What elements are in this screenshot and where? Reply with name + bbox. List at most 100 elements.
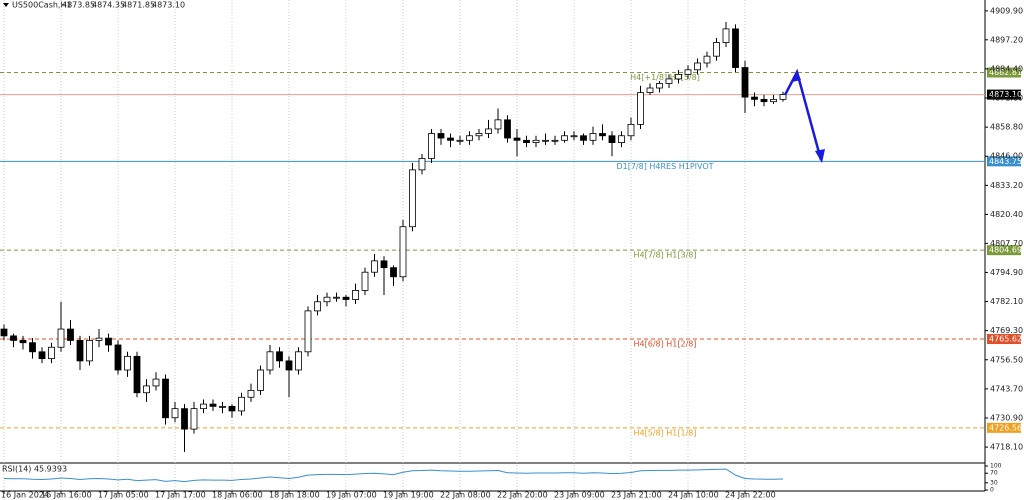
candle-body bbox=[95, 337, 103, 341]
x-tick-label: 18 Jan 06:00 bbox=[212, 491, 263, 500]
candle-body bbox=[485, 128, 492, 134]
candle-body bbox=[143, 385, 150, 394]
candle-body bbox=[399, 226, 407, 278]
candle-body bbox=[475, 133, 483, 137]
candle-body bbox=[523, 139, 530, 143]
candle-body bbox=[342, 296, 350, 300]
candle-body bbox=[304, 310, 312, 353]
x-tick-label: 24 Jan 10:00 bbox=[668, 491, 719, 500]
y-tick-label: 4820.40 bbox=[990, 210, 1023, 219]
arrow-head bbox=[815, 149, 825, 163]
candle-body bbox=[513, 137, 521, 141]
candle-body bbox=[257, 369, 264, 391]
candle-body bbox=[779, 94, 787, 100]
candle-body bbox=[67, 328, 74, 341]
candle-body bbox=[656, 83, 663, 89]
symbol-title: US500Cash,H1 bbox=[12, 1, 72, 10]
y-tick-label: 4858.80 bbox=[990, 123, 1023, 132]
candle-body bbox=[200, 403, 207, 410]
candles bbox=[0, 22, 787, 452]
header-value: 4871.85 bbox=[122, 1, 155, 10]
y-tick-label: 4897.20 bbox=[990, 35, 1023, 44]
arrow-head bbox=[792, 70, 801, 82]
rsi-tick-label: 70 bbox=[990, 470, 998, 477]
candle-body bbox=[38, 351, 46, 360]
candle-body bbox=[504, 119, 511, 139]
candle-body bbox=[532, 139, 540, 143]
candle-body bbox=[741, 67, 749, 98]
candle-body bbox=[171, 408, 179, 419]
x-tick-label: 19 Jan 19:00 bbox=[383, 491, 434, 500]
candle-body bbox=[371, 260, 378, 273]
candle-body bbox=[133, 355, 141, 394]
candle-body bbox=[580, 135, 587, 141]
level-price-box bbox=[987, 156, 1021, 167]
candle-body bbox=[732, 28, 739, 68]
x-tick-label: 23 Jan 09:00 bbox=[554, 491, 605, 500]
candle-body bbox=[618, 135, 625, 143]
candle-body bbox=[390, 267, 397, 278]
candle-body bbox=[703, 55, 711, 64]
candle-body bbox=[228, 405, 236, 412]
rsi-tick-label: 100 bbox=[990, 463, 1002, 470]
candle-body bbox=[86, 340, 93, 362]
grid bbox=[3, 0, 746, 491]
candle-body bbox=[0, 328, 8, 337]
candle-body bbox=[114, 344, 122, 371]
candle-body bbox=[428, 133, 435, 159]
y-tick-label: 4884.40 bbox=[990, 64, 1023, 73]
y-tick-label: 4909.90 bbox=[990, 6, 1023, 15]
candle-body bbox=[285, 360, 293, 371]
level-text: H4[7/8] H1[3/8] bbox=[634, 251, 697, 260]
candle-body bbox=[456, 139, 464, 142]
candle-body bbox=[314, 301, 321, 312]
candle-body bbox=[190, 408, 198, 430]
candle-body bbox=[361, 271, 369, 291]
candle-body bbox=[494, 119, 502, 130]
candle-body bbox=[665, 78, 673, 84]
candle-body bbox=[608, 135, 616, 143]
candle-body bbox=[646, 87, 654, 93]
x-tick-label: 18 Jan 18:00 bbox=[269, 491, 320, 500]
candle-body bbox=[589, 133, 597, 141]
y-tick-label: 4871.60 bbox=[990, 94, 1023, 103]
x-tick-label: 17 Jan 05:00 bbox=[98, 491, 149, 500]
x-tick-label: 19 Jan 07:00 bbox=[326, 491, 377, 500]
level-price-box bbox=[987, 422, 1021, 433]
level-price-label: 4804.69 bbox=[989, 246, 1022, 255]
level-text: D1[7/8] H4RES H1PIVOT bbox=[616, 162, 713, 171]
level-price-label: 4726.56 bbox=[989, 423, 1022, 432]
y-tick-label: 4833.20 bbox=[990, 181, 1023, 190]
candle-body bbox=[561, 135, 568, 141]
level-price-box bbox=[987, 67, 1021, 78]
candle-body bbox=[57, 328, 65, 348]
candle-body bbox=[713, 42, 720, 57]
candle-body bbox=[162, 378, 169, 419]
candle-body bbox=[10, 335, 17, 341]
y-tick-label: 4846.00 bbox=[990, 152, 1023, 161]
rsi-tick-label: 30 bbox=[990, 479, 998, 486]
y-tick-label: 4807.70 bbox=[990, 239, 1023, 248]
header-value: 4874.35 bbox=[92, 1, 125, 10]
y-tick-label: 4794.90 bbox=[990, 268, 1023, 277]
candle-body bbox=[637, 92, 644, 125]
candle-body bbox=[770, 98, 777, 103]
y-tick-label: 4782.10 bbox=[990, 297, 1023, 306]
candle-body bbox=[684, 69, 692, 75]
candle-body bbox=[29, 342, 36, 353]
candle-body bbox=[76, 340, 84, 362]
candle-body bbox=[152, 378, 160, 387]
y-tick-label: 4718.10 bbox=[990, 443, 1023, 452]
axes: 4909.90 4897.20 4884.40 4871.60 4858.80 4846.… bbox=[1, 6, 1023, 499]
candle-body bbox=[542, 139, 549, 142]
candle-body bbox=[276, 351, 283, 362]
candle-body bbox=[466, 135, 473, 141]
candle-body bbox=[599, 133, 606, 137]
candle-body bbox=[409, 169, 416, 228]
candle-body bbox=[247, 390, 255, 398]
candle-body bbox=[551, 139, 559, 142]
candle-body bbox=[352, 289, 359, 300]
candle-body bbox=[323, 296, 331, 303]
candle-body bbox=[181, 408, 188, 430]
level-text: H4[+1/8] H1[5/8] bbox=[630, 73, 700, 82]
